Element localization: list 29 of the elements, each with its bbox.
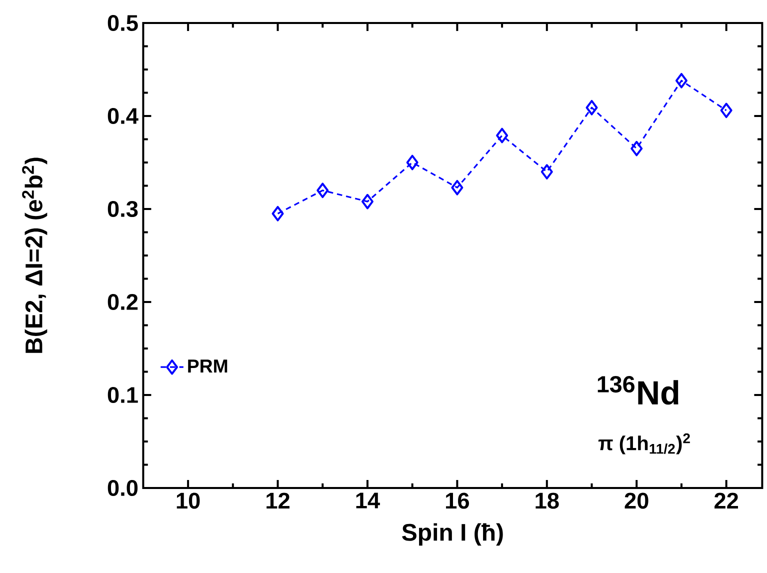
point — [720, 102, 732, 118]
point — [361, 194, 374, 210]
x-tick-label: 20 — [624, 492, 648, 509]
y-tick-label: 0.4 — [108, 108, 138, 124]
x-tick-label: 22 — [714, 492, 738, 509]
y-tick-label: 0.2 — [108, 294, 138, 310]
point — [406, 154, 418, 170]
legend-label: PRM — [188, 360, 228, 373]
x-tick-label: 16 — [446, 492, 469, 509]
y-tick-label: 0.5 — [108, 14, 138, 32]
point — [316, 182, 329, 198]
x-axis-title: Spin I (ħ) — [402, 523, 503, 546]
annotation: $^{136}$Nd — [598, 376, 678, 405]
point — [630, 140, 643, 156]
x-tick-label: 12 — [266, 492, 290, 509]
point — [496, 128, 508, 144]
point — [675, 72, 688, 88]
annotation: π (1h$_{11/2}$)$^{2}$ — [598, 433, 690, 454]
y-tick-label: 0.1 — [108, 386, 138, 404]
point — [451, 180, 464, 196]
point — [586, 100, 598, 116]
point — [540, 164, 553, 180]
x-tick-label: 14 — [356, 492, 380, 508]
y-tick-label: 0.0 — [108, 480, 138, 496]
y-tick-label: 0.3 — [108, 200, 138, 218]
x-tick-label: 10 — [176, 492, 200, 509]
point — [272, 206, 284, 222]
x-tick-label: 18 — [536, 492, 559, 509]
y-axis-title: B(E2, ΔI=2) (e$^{2}$b$^{2}$) — [22, 158, 48, 353]
